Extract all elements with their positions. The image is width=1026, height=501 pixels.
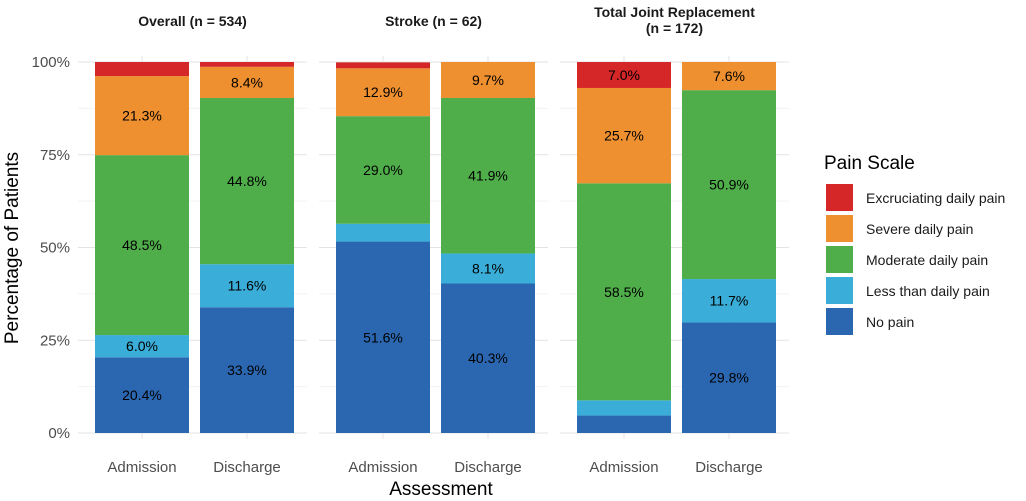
x-tick-label: Admission	[107, 459, 176, 476]
data-label: 29.0%	[363, 162, 403, 178]
legend-swatch-excruciating	[826, 184, 853, 211]
data-label: 21.3%	[122, 108, 162, 124]
data-label: 12.9%	[363, 84, 403, 100]
data-label: 8.1%	[472, 260, 504, 276]
bar-segment-less	[441, 253, 535, 284]
panel-title: Stroke (n = 62)	[385, 13, 482, 29]
data-label: 50.9%	[709, 177, 749, 193]
x-tick-label: Discharge	[454, 459, 522, 476]
legend-swatch-none	[826, 308, 853, 335]
x-tick-label: Admission	[348, 459, 417, 476]
bar-segment-less	[95, 335, 189, 358]
panel-title: Overall (n = 534)	[138, 13, 247, 29]
bar-segment-none	[336, 241, 430, 433]
bar-segment-moderate	[200, 97, 294, 265]
legend-label-severe: Severe daily pain	[866, 221, 973, 237]
bar-segment-severe	[441, 62, 535, 98]
data-label: 11.7%	[710, 293, 749, 309]
x-tick-label: Discharge	[213, 459, 281, 476]
data-label: 11.6%	[228, 278, 267, 294]
bar-segment-excruciating	[336, 62, 430, 69]
bar-segment-severe	[95, 76, 189, 156]
legend: Pain Scale Excruciating daily pain Severe…	[824, 153, 1005, 335]
panels-layer: Overall (n = 534) 20.4% 6.0% 48.5% 21.3% Admi…	[78, 4, 789, 476]
legend-swatch-moderate	[826, 246, 853, 273]
data-label: 40.3%	[468, 350, 508, 366]
legend-title: Pain Scale	[824, 153, 915, 174]
data-label: 41.9%	[468, 168, 508, 184]
data-label: 29.8%	[709, 370, 749, 386]
legend-swatch-severe	[826, 215, 853, 242]
bar-segment-less	[577, 400, 671, 416]
data-label: 8.4%	[231, 74, 263, 90]
bar-segment-none	[577, 415, 671, 433]
y-axis-title: Percentage of Patients	[2, 152, 23, 344]
bar-segment-severe	[200, 66, 294, 98]
data-label: 51.6%	[363, 329, 403, 345]
y-tick-label: 100%	[32, 54, 70, 71]
data-label: 20.4%	[122, 387, 162, 403]
facet-panel: Total Joint Replacement(n = 172) 58.5% 25.…	[560, 4, 789, 476]
data-label: 7.6%	[713, 68, 745, 84]
bar-segment-moderate	[441, 97, 535, 254]
data-label: 58.5%	[604, 284, 644, 300]
x-tick-label: Discharge	[695, 459, 763, 476]
legend-swatch-less	[826, 277, 853, 304]
y-tick-label: 75%	[40, 147, 70, 164]
y-tick-label: 0%	[48, 425, 70, 442]
data-label: 48.5%	[122, 237, 162, 253]
legend-label-less: Less than daily pain	[866, 283, 990, 299]
bar-segment-none	[682, 322, 776, 433]
bar-segment-less	[682, 279, 776, 323]
bar-segment-severe	[336, 68, 430, 117]
bar-segment-severe	[577, 87, 671, 184]
data-label: 44.8%	[227, 173, 267, 189]
data-label: 6.0%	[126, 338, 158, 354]
bar-segment-excruciating	[200, 62, 294, 67]
legend-label-excruciating: Excruciating daily pain	[866, 190, 1005, 206]
bar-segment-less	[200, 264, 294, 308]
legend-label-none: No pain	[866, 314, 914, 330]
facet-panel: Overall (n = 534) 20.4% 6.0% 48.5% 21.3% Admi…	[78, 13, 307, 476]
bar-segment-severe	[682, 62, 776, 91]
bar-segment-none	[441, 283, 535, 433]
y-tick-label: 25%	[40, 332, 70, 349]
data-label: 9.7%	[472, 72, 504, 88]
legend-label-moderate: Moderate daily pain	[866, 252, 988, 268]
data-label: 33.9%	[227, 362, 267, 378]
bar-segment-moderate	[682, 90, 776, 280]
bar-segment-excruciating	[95, 62, 189, 77]
data-label: 25.7%	[604, 128, 644, 144]
y-tick-label: 50%	[40, 240, 70, 257]
bar-segment-moderate	[336, 116, 430, 224]
x-axis-title: Assessment	[389, 479, 493, 500]
x-tick-label: Admission	[589, 459, 658, 476]
bar-segment-excruciating	[577, 62, 671, 88]
bar-segment-moderate	[577, 183, 671, 401]
bar-segment-none	[95, 357, 189, 433]
bar-segment-none	[200, 307, 294, 433]
data-label: 7.0%	[608, 67, 640, 83]
panel-title: (n = 172)	[646, 20, 703, 36]
bar-segment-moderate	[95, 155, 189, 336]
facet-panel: Stroke (n = 62) 51.6% 29.0% 12.9% Admission 4…	[319, 13, 548, 476]
y-axis: 0% 25% 50% 75% 100%	[32, 54, 70, 442]
bar-segment-less	[336, 223, 430, 242]
panel-title: Total Joint Replacement	[594, 4, 755, 20]
